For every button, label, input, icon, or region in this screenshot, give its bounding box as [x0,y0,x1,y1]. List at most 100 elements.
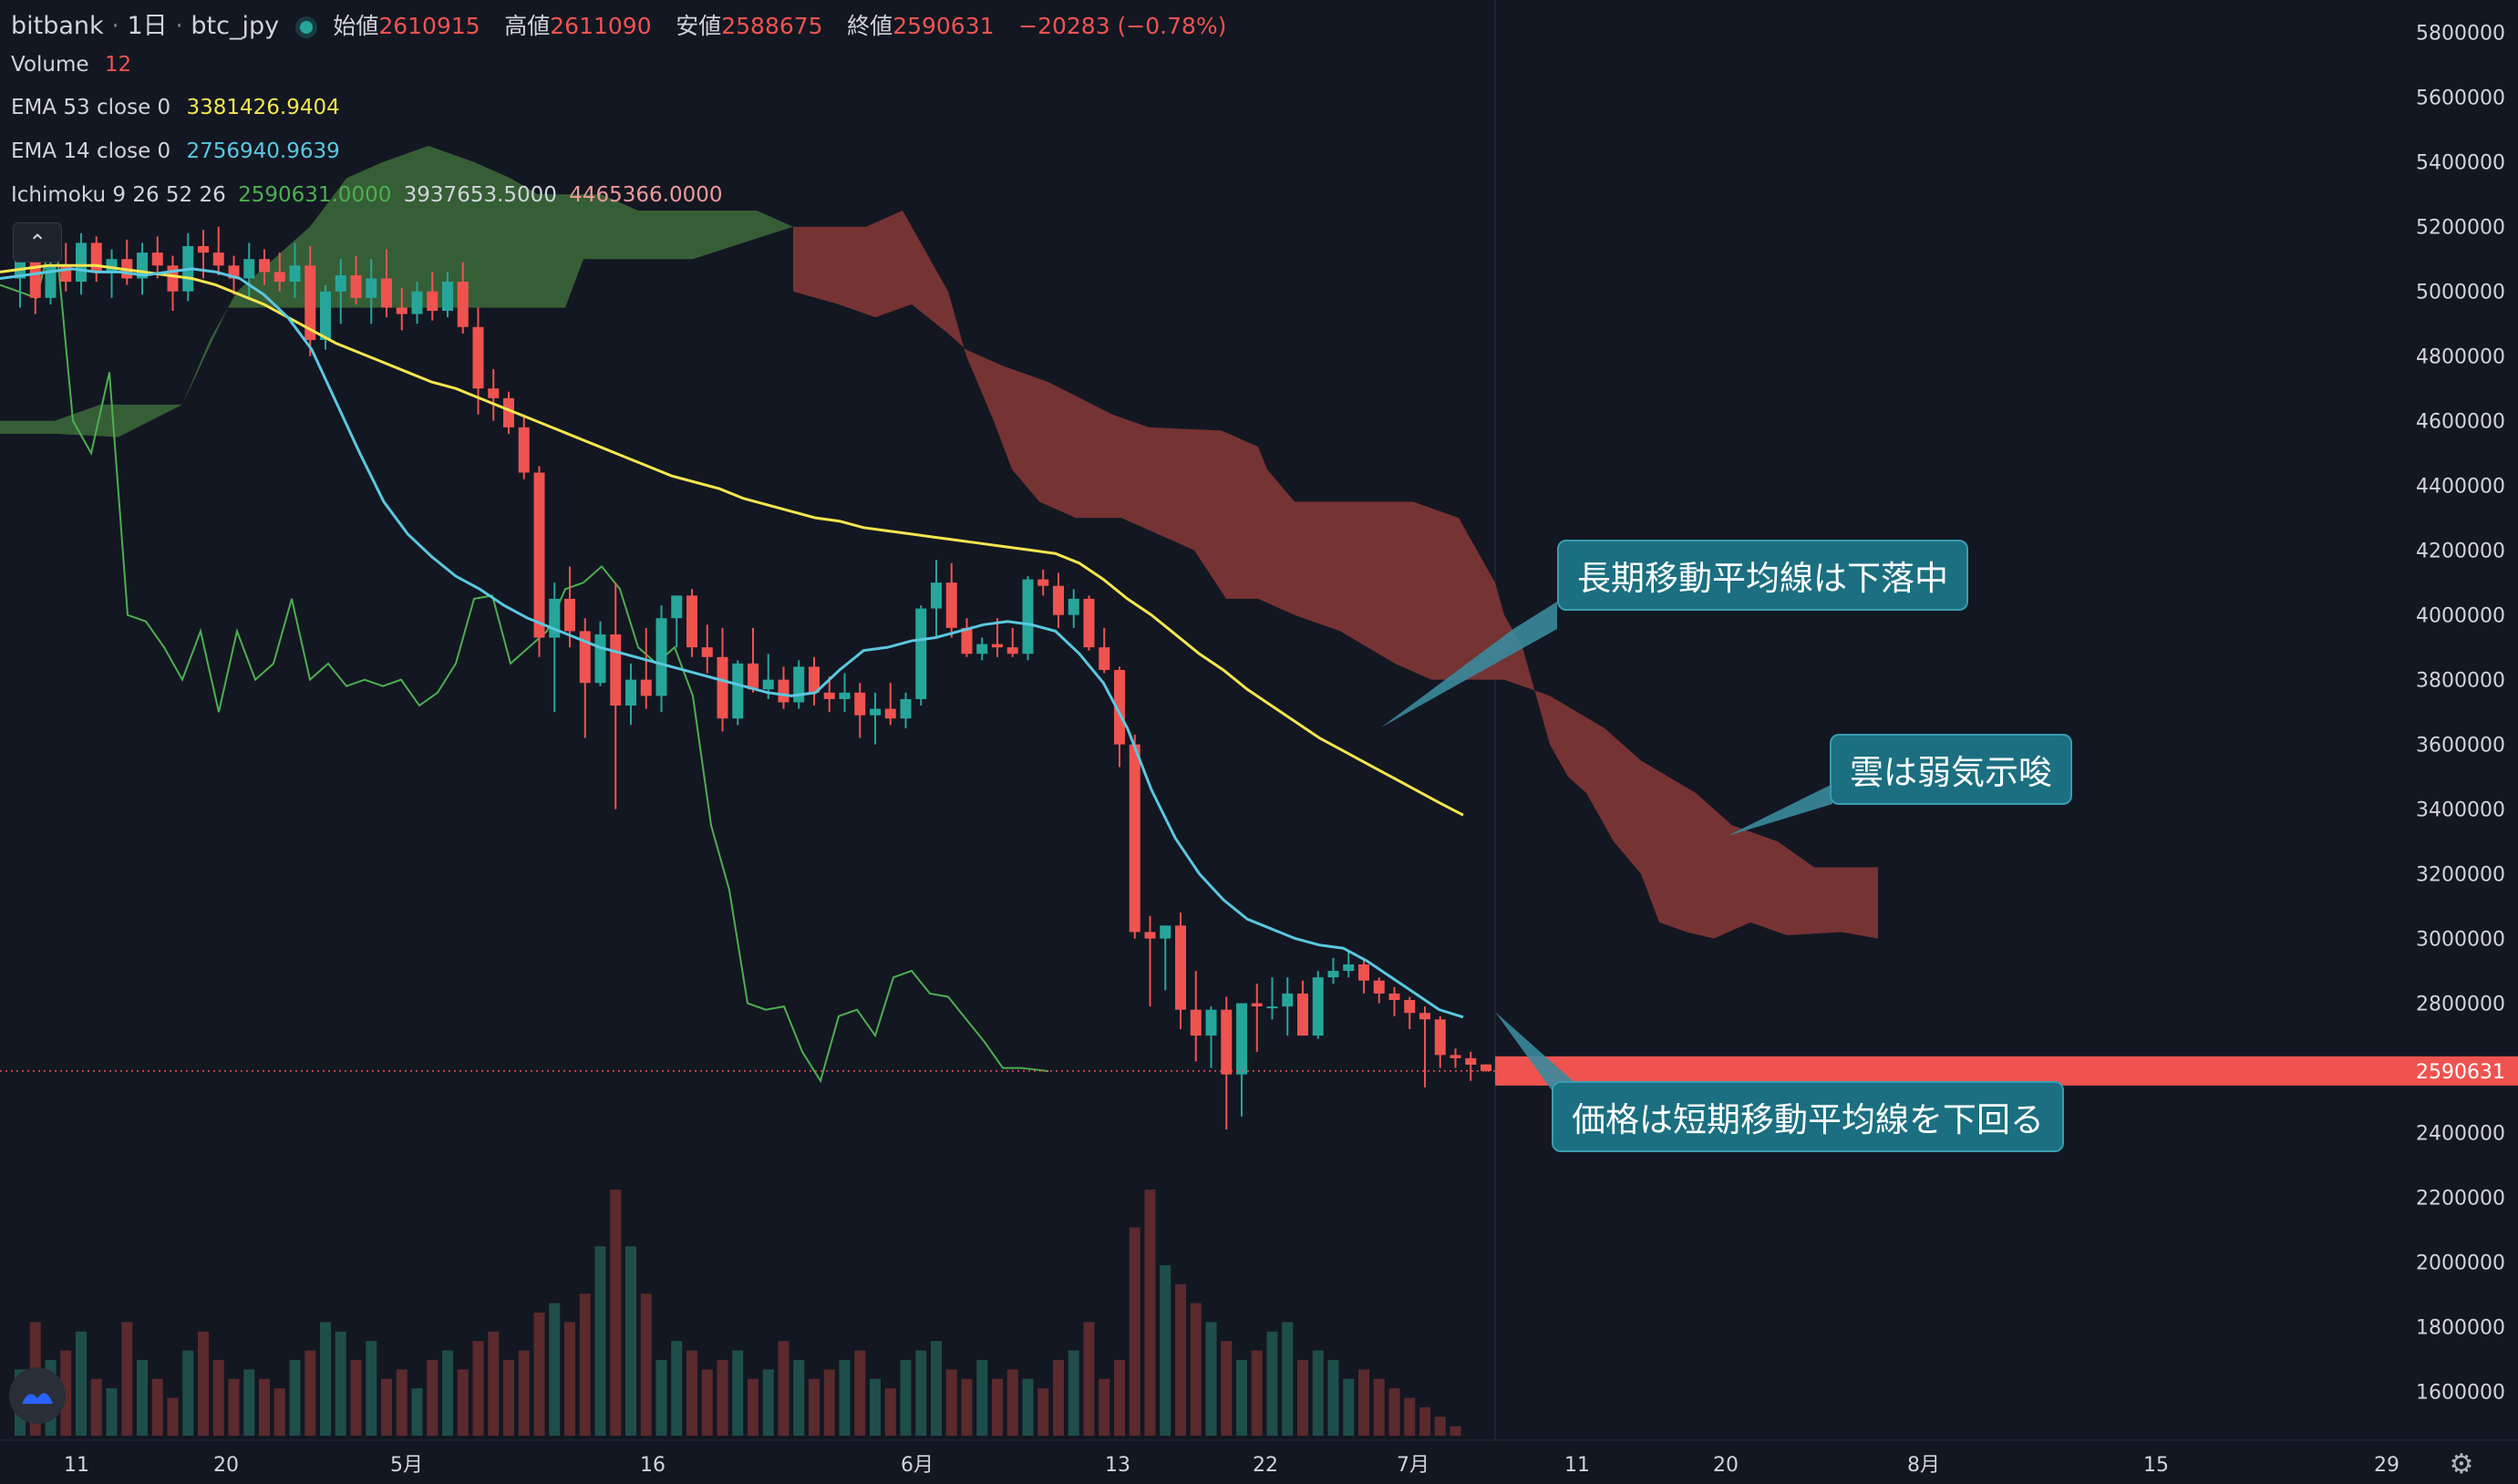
volume-bar [610,1190,622,1436]
y-tick-label: 3000000 [2416,929,2505,952]
close-label: 終値 [847,13,893,39]
candle-body [610,634,622,706]
volume-bar [320,1322,331,1436]
x-tick-label: 11 [1564,1454,1590,1477]
ema14-legend[interactable]: EMA 14 close 0 2756940.9639 [11,139,340,164]
volume-bar [350,1359,362,1436]
volume-bar [1160,1265,1171,1436]
x-tick-label: 8月 [1907,1454,1940,1477]
y-tick-label: 5000000 [2416,282,2505,304]
change-value: −20283 (−0.78%) [1018,13,1227,39]
tradingview-logo-icon[interactable] [9,1367,66,1424]
volume-bar [396,1369,408,1436]
volume-bar [1129,1227,1140,1436]
y-tick-label: 1800000 [2416,1317,2505,1340]
kumo-bearish-cloud [793,210,1878,939]
candle-body [686,595,697,648]
volume-bar [809,1378,820,1436]
volume-bar [106,1388,118,1436]
ema53-line [0,263,1464,817]
candle-body [778,679,789,703]
candle-body [1266,1006,1278,1009]
volume-bar [1006,1369,1018,1436]
y-tick-label: 4400000 [2416,476,2505,499]
candle-body [1129,744,1140,933]
volume-bar [1388,1388,1400,1436]
ema14-value: 2756940.9639 [186,139,340,163]
ichimoku-legend[interactable]: Ichimoku 9 26 52 26 2590631.0000 3937653… [11,182,723,208]
volume-bar [640,1293,652,1436]
candle-body [625,679,636,706]
settings-gear-icon[interactable]: ⚙ [2449,1448,2474,1480]
candle-body [1053,585,1064,615]
candle-body [167,265,179,292]
ema53-legend[interactable]: EMA 53 close 0 3381426.9404 [11,95,340,120]
candle-body [366,278,377,298]
volume-legend[interactable]: Volume 12 [11,52,131,77]
last-price-tag [1495,1056,2518,1086]
x-tick-label: 16 [640,1454,666,1477]
candle-body [1465,1057,1477,1066]
candle-body [1481,1064,1491,1071]
candle-body [381,278,392,308]
volume-bar [1144,1190,1156,1436]
volume-bar [1404,1397,1416,1436]
volume-bar [1312,1350,1324,1436]
volume-bar [1373,1378,1385,1436]
y-tick-label: 2000000 [2416,1252,2505,1275]
candle-body [931,582,942,609]
volume-bar [961,1378,973,1436]
volume-value: 12 [104,53,132,77]
callout-short-ema[interactable]: 価格は短期移動平均線を下回る [1552,1081,2064,1152]
y-tick-label: 4000000 [2416,605,2505,628]
candle-body [533,472,545,638]
symbol-name[interactable]: bitbank [11,12,104,40]
candle-body [304,265,316,340]
volume-bar [137,1359,148,1436]
candle-body [976,644,988,654]
volume-bar [549,1303,561,1436]
candle-body [335,274,346,292]
y-tick-label: 3400000 [2416,799,2505,822]
volume-bar [915,1350,927,1436]
candle-body [396,307,408,314]
collapse-legend-button[interactable]: ⌃ [13,222,62,263]
callout-long-ema[interactable]: 長期移動平均線は下落中 [1557,540,1968,611]
y-tick-label: 3200000 [2416,864,2505,887]
last-price-tag-text: 2590631 [2416,1061,2505,1084]
candle-body [243,259,255,279]
volume-bar [1434,1417,1446,1436]
interval[interactable]: 1日 [127,12,168,40]
high-value: 2611090 [550,13,652,39]
volume-bar [76,1331,87,1436]
candle-body [1099,647,1110,670]
callout-cloud-pointer [1728,784,1832,836]
callout-cloud[interactable]: 雲は弱気示唆 [1830,734,2072,805]
y-tick-label: 3800000 [2416,670,2505,693]
callout-long-ema-pointer [1381,602,1557,727]
volume-bar [304,1350,316,1436]
candle-body [915,608,927,699]
candle-body [1297,993,1308,1036]
pair-name[interactable]: btc_jpy [191,12,280,40]
candle-body [212,252,224,266]
volume-bar [1282,1322,1294,1436]
volume-bar [945,1369,957,1436]
candle-body [717,656,728,719]
candle-body [273,272,285,283]
candle-body [1114,669,1125,745]
x-tick-label: 20 [1713,1454,1739,1477]
volume-bar [823,1369,835,1436]
candle-body [1327,971,1339,978]
ema53-value: 3381426.9404 [186,96,340,119]
volume-bar [671,1341,683,1436]
volume-bar [778,1341,789,1436]
candle-body [732,663,744,719]
candle-body [151,252,163,266]
volume-bar [1205,1322,1217,1436]
y-tick-label: 2800000 [2416,994,2505,1016]
volume-bar [1297,1359,1308,1436]
candle-body [1006,647,1018,654]
